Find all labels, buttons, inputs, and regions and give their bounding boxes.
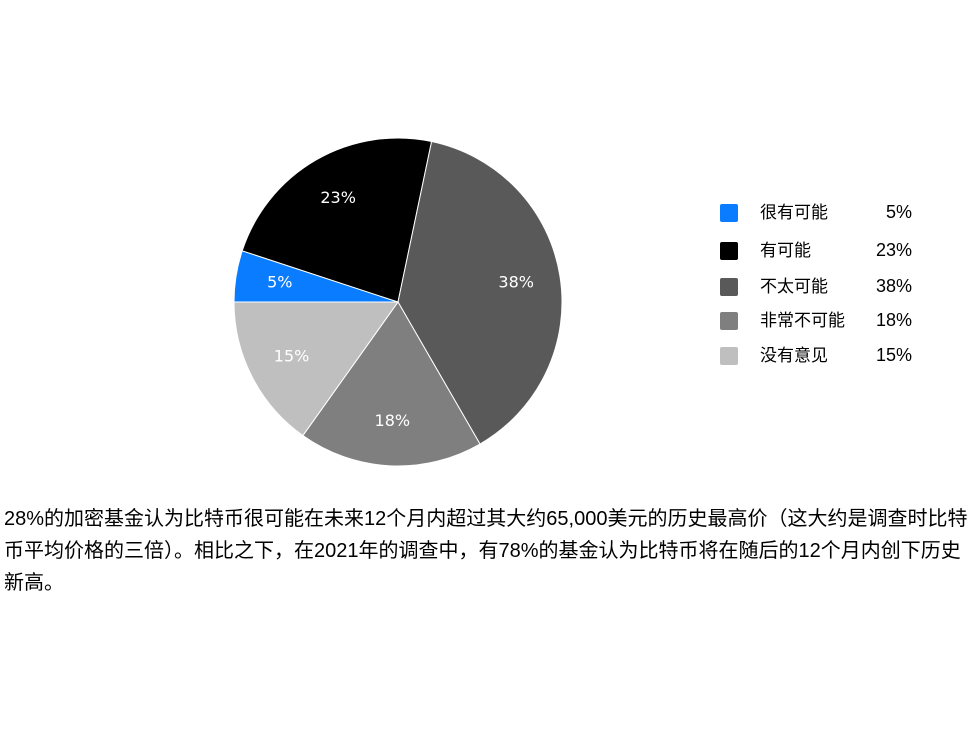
legend-swatch: [720, 242, 738, 260]
legend-value: 18%: [876, 310, 912, 330]
legend-value: 23%: [876, 240, 912, 260]
pie-slice: [302, 301, 481, 467]
data-label: 18%: [375, 411, 411, 430]
legend-label: 没有意见: [760, 346, 828, 366]
pie-slice: [241, 137, 433, 303]
legend-label: 很有可能: [760, 203, 828, 223]
data-label: 23%: [320, 188, 356, 207]
pie-slice: [397, 140, 563, 445]
legend-swatch: [720, 347, 738, 365]
legend-label: 不太可能: [760, 277, 828, 297]
data-label: 15%: [274, 346, 310, 365]
data-label: 5%: [267, 273, 292, 292]
legend-value: 38%: [876, 276, 912, 296]
legend-label: 有可能: [760, 241, 811, 261]
chart: 5% 23% 38% 18% 15% 很有可能 5% 有可能 23% 不太可能 38% 非常不可能 18…: [233, 137, 912, 467]
legend-swatch: [720, 204, 738, 222]
data-label: 38%: [498, 273, 534, 292]
pie-slice: [233, 301, 399, 437]
paragraph: 28%的加密基金认为比特币很可能在未来12个月内超过其大约65,000美元的历史…: [4, 508, 968, 594]
legend-value: 15%: [876, 345, 912, 365]
legend-swatch: [720, 312, 738, 330]
legend-swatch: [720, 278, 738, 296]
legend-value: 5%: [886, 202, 912, 222]
legend-label: 非常不可能: [760, 311, 845, 331]
